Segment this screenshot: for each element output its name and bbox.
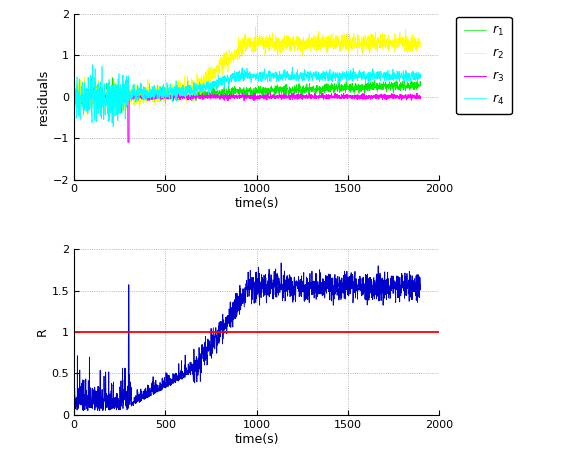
Line: $r_3$: $r_3$ — [74, 93, 421, 142]
$r_1$ — [120, 88, 127, 94]
Y-axis label: R: R — [36, 328, 49, 337]
$r_2$ — [120, 95, 127, 100]
$r_2$ — [417, 44, 424, 50]
$r_1$ — [87, 89, 94, 95]
$r_1$ — [109, 75, 116, 80]
$r_3$ — [87, 93, 94, 99]
$r_3$ — [120, 93, 127, 99]
$r_4$ — [324, 75, 331, 81]
Line: $r_1$: $r_1$ — [74, 77, 421, 113]
$r_4$ — [71, 105, 78, 110]
$r_3$ — [71, 95, 78, 101]
$r_4$ — [89, 62, 96, 67]
$r_1$ — [149, 97, 156, 103]
Legend: $r_1$, $r_2$, $r_3$, $r_4$: $r_1$, $r_2$, $r_3$, $r_4$ — [456, 17, 512, 114]
$r_3$ — [290, 90, 297, 95]
$r_4$ — [109, 124, 116, 130]
$r_3$ — [417, 94, 424, 99]
$r_4$ — [120, 93, 127, 98]
Line: $r_4$: $r_4$ — [74, 65, 421, 127]
$r_2$ — [87, 89, 94, 95]
$r_1$ — [324, 88, 331, 94]
$r_3$ — [149, 93, 156, 98]
$r_1$ — [119, 110, 125, 116]
$r_2$ — [149, 88, 156, 94]
$r_3$ — [208, 94, 215, 100]
$r_4$ — [87, 95, 94, 101]
$r_4$ — [417, 75, 424, 81]
$r_1$ — [152, 93, 158, 99]
$r_1$ — [209, 84, 215, 89]
$r_2$ — [208, 75, 215, 80]
$r_2$ — [252, 24, 259, 30]
$r_4$ — [152, 86, 158, 91]
$r_2$ — [151, 89, 158, 95]
$r_2$ — [71, 89, 78, 95]
$r_4$ — [209, 88, 215, 94]
$r_3$ — [151, 95, 158, 101]
$r_1$ — [71, 91, 78, 97]
$r_3$ — [124, 140, 131, 145]
Line: $r_2$: $r_2$ — [74, 27, 421, 115]
Y-axis label: residuals: residuals — [37, 69, 50, 125]
$r_4$ — [149, 94, 156, 99]
X-axis label: time(s): time(s) — [234, 197, 279, 210]
$r_3$ — [324, 94, 331, 100]
$r_1$ — [417, 83, 424, 89]
$r_2$ — [93, 112, 100, 118]
X-axis label: time(s): time(s) — [234, 432, 279, 445]
$r_2$ — [324, 41, 331, 47]
